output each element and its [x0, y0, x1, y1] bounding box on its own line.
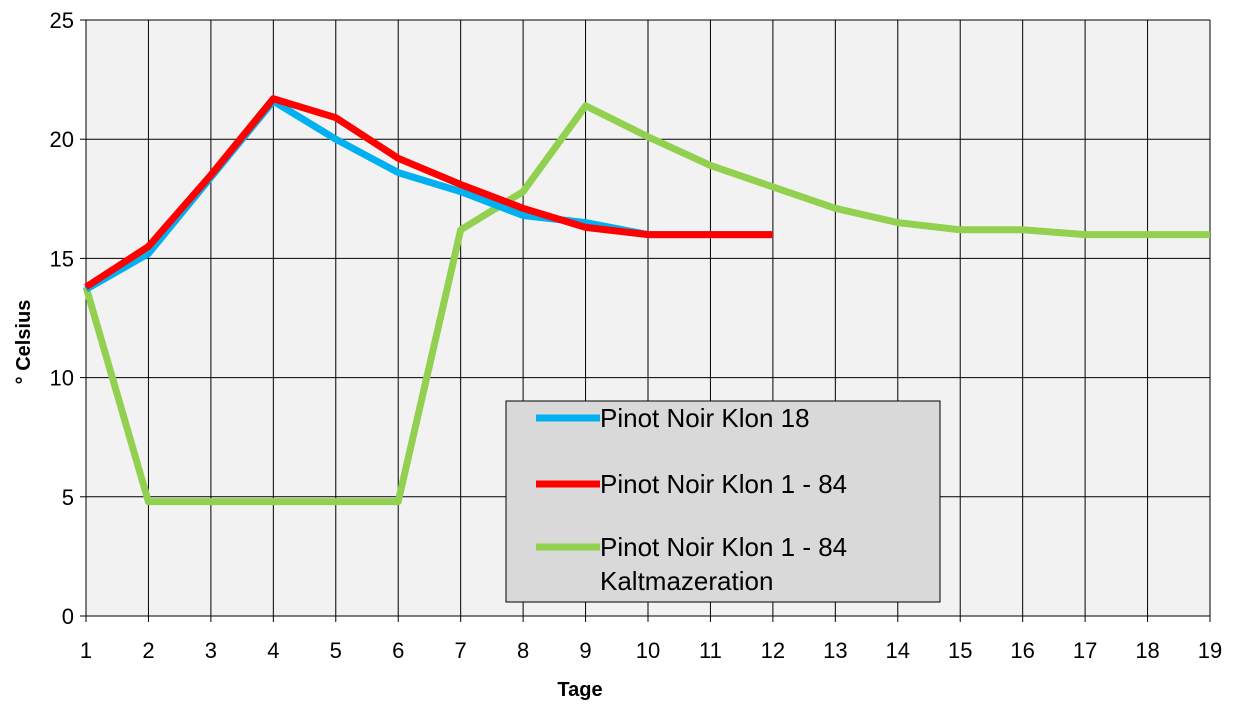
- x-tick-label: 9: [579, 638, 591, 663]
- x-tick-label: 5: [330, 638, 342, 663]
- series-line-2: [84, 95, 773, 290]
- legend-label-2: Pinot Noir Klon 1 - 84: [600, 469, 847, 499]
- y-tick-label: 0: [62, 604, 74, 629]
- x-tick-label: 7: [455, 638, 467, 663]
- legend-label-3: Kaltmazeration: [600, 566, 773, 596]
- x-tick-label: 16: [1010, 638, 1034, 663]
- x-tick-label: 19: [1198, 638, 1222, 663]
- x-tick-label: 3: [205, 638, 217, 663]
- y-tick-label: 5: [62, 485, 74, 510]
- x-tick-label: 2: [142, 638, 154, 663]
- x-tick-labels: 1 2 3 4 5 6 7 8 9 10 11 12 13 14 15 16 17 18 19: [80, 638, 1222, 663]
- x-tick-label: 12: [761, 638, 785, 663]
- x-tick-label: 4: [267, 638, 279, 663]
- legend: Pinot Noir Klon 18 Pinot Noir Klon 1 - 84…: [505, 400, 941, 603]
- y-axis-title: ° Celsius: [13, 300, 35, 385]
- y-tick-label: 25: [50, 8, 74, 33]
- y-tick-labels: 0 5 10 15 20 25: [50, 8, 74, 629]
- y-tick-label: 15: [50, 246, 74, 271]
- series-line-3: [82, 102, 1210, 506]
- x-tick-label: 18: [1135, 638, 1159, 663]
- y-tick-label: 10: [50, 366, 74, 391]
- x-tick-label: 14: [886, 638, 910, 663]
- series-lines: [82, 95, 1210, 506]
- x-tick-label: 17: [1073, 638, 1097, 663]
- x-axis-title: Tage: [557, 679, 602, 701]
- x-tick-label: 6: [392, 638, 404, 663]
- x-tick-label: 11: [699, 638, 722, 663]
- x-tick-label: 8: [517, 638, 529, 663]
- x-tick-label: 13: [823, 638, 847, 663]
- legend-label-1: Pinot Noir Klon 18: [600, 403, 810, 433]
- x-tick-label: 1: [80, 638, 92, 663]
- legend-label-3: Pinot Noir Klon 1 - 84: [600, 532, 847, 562]
- x-tick-label: 10: [636, 638, 660, 663]
- legend-box: [505, 400, 941, 603]
- y-tick-label: 20: [50, 127, 74, 152]
- x-tick-label: 15: [948, 638, 972, 663]
